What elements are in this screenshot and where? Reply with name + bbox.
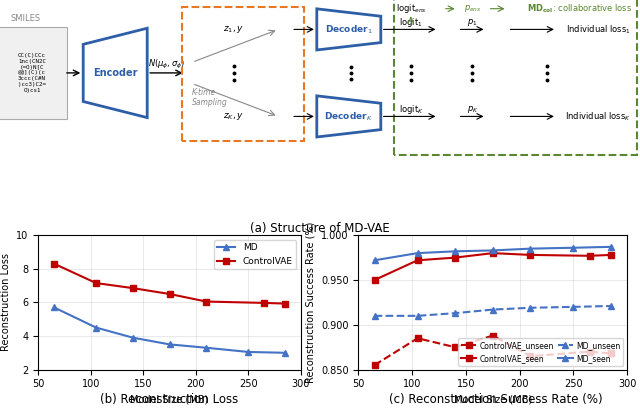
ControlVAE_seen	[586, 253, 593, 258]
MD_unseen	[413, 313, 421, 318]
ControlVAE	[92, 281, 100, 286]
Line: ControlVAE: ControlVAE	[51, 261, 288, 306]
MD	[51, 305, 58, 310]
MD_seen	[451, 249, 459, 254]
ControlVAE_unseen	[527, 354, 534, 359]
MD_unseen	[570, 304, 577, 310]
ControlVAE_unseen	[451, 345, 459, 350]
MD	[281, 350, 289, 355]
ControlVAE_seen	[489, 251, 497, 256]
Text: $p_1$: $p_1$	[467, 17, 477, 28]
MD	[166, 342, 173, 347]
ControlVAE_seen	[527, 252, 534, 257]
ControlVAE_unseen	[607, 351, 615, 356]
Text: (a) Structure of MD-VAE: (a) Structure of MD-VAE	[250, 222, 390, 235]
Text: $p_{ens}$: $p_{ens}$	[463, 3, 481, 14]
MD_seen	[570, 245, 577, 250]
ControlVAE_seen	[607, 252, 615, 257]
MD_seen	[527, 246, 534, 251]
MD_seen	[607, 244, 615, 249]
Text: $p_K$: $p_K$	[467, 104, 478, 115]
MD_unseen	[489, 307, 497, 312]
ControlVAE_unseen	[489, 333, 497, 338]
Text: Individual loss$_1$: Individual loss$_1$	[566, 23, 631, 36]
Text: Decoder$_1$: Decoder$_1$	[325, 23, 372, 36]
X-axis label: Model Size (MB): Model Size (MB)	[131, 395, 209, 405]
Text: K-time
Sampling: K-time Sampling	[192, 88, 228, 107]
MD_unseen	[607, 304, 615, 309]
Text: (c) Reconstruction Success Rate (%): (c) Reconstruction Success Rate (%)	[389, 393, 603, 406]
Text: logit$_{ens}$: logit$_{ens}$	[396, 2, 426, 15]
Legend: MD, ControlVAE: MD, ControlVAE	[214, 240, 296, 270]
MD_seen	[371, 258, 378, 263]
Text: logit$_K$: logit$_K$	[399, 103, 423, 116]
ControlVAE_seen	[451, 255, 459, 260]
Text: Encoder: Encoder	[93, 68, 138, 78]
Text: SMILES: SMILES	[10, 14, 41, 24]
ControlVAE_unseen	[413, 336, 421, 341]
ControlVAE	[166, 291, 173, 297]
Y-axis label: Reconstruction Success Rate (%): Reconstruction Success Rate (%)	[305, 222, 316, 383]
MD_seen	[489, 248, 497, 253]
MD_unseen	[371, 313, 378, 318]
Text: CC(C)CCc
1nc(CN2C
(=O)N[C
@@](C)(c
3ccc(C#N
)cc3)C2=
O)cs1: CC(C)CCc 1nc(CN2C (=O)N[C @@](C)(c 3ccc(…	[18, 53, 46, 93]
Text: $\bf{MD_{dif}}$: different $z$: $\bf{MD_{dif}}$: different $z$	[203, 0, 284, 3]
ControlVAE	[129, 286, 137, 291]
X-axis label: Model Size (MB): Model Size (MB)	[454, 395, 532, 405]
FancyBboxPatch shape	[0, 27, 67, 119]
Y-axis label: Reconstruction Loss: Reconstruction Loss	[1, 253, 11, 352]
Text: Individual loss$_K$: Individual loss$_K$	[565, 110, 632, 123]
ControlVAE_seen	[413, 258, 421, 263]
ControlVAE	[202, 299, 210, 304]
MD_unseen	[451, 311, 459, 316]
Line: MD: MD	[51, 304, 288, 356]
Line: ControlVAE_unseen: ControlVAE_unseen	[372, 333, 614, 368]
ControlVAE	[51, 261, 58, 266]
Line: MD_unseen: MD_unseen	[372, 303, 614, 319]
MD_unseen	[527, 305, 534, 310]
Text: $\bf{MD_{col}}$: collaborative loss: $\bf{MD_{col}}$: collaborative loss	[527, 3, 632, 15]
Line: ControlVAE_seen: ControlVAE_seen	[372, 250, 614, 283]
ControlVAE_unseen	[371, 362, 378, 368]
Line: MD_seen: MD_seen	[372, 244, 614, 263]
MD	[202, 345, 210, 350]
Legend: ControlVAE_unseen, ControlVAE_seen, MD_unseen, MD_seen: ControlVAE_unseen, ControlVAE_seen, MD_u…	[458, 338, 623, 366]
Text: $N(\mu_\phi, \sigma_\phi)$: $N(\mu_\phi, \sigma_\phi)$	[148, 58, 185, 71]
ControlVAE_unseen	[586, 349, 593, 354]
MD	[244, 349, 252, 354]
Text: logit$_1$: logit$_1$	[399, 16, 422, 29]
MD_seen	[413, 251, 421, 256]
Text: $z_K, y$: $z_K, y$	[223, 111, 244, 122]
ControlVAE	[281, 301, 289, 306]
Text: Decoder$_K$: Decoder$_K$	[324, 110, 373, 123]
MD	[92, 325, 100, 330]
Text: $z_1, y$: $z_1, y$	[223, 24, 244, 35]
Text: (b) Reconstruction Loss: (b) Reconstruction Loss	[100, 393, 239, 406]
ControlVAE	[260, 300, 268, 305]
MD	[129, 335, 137, 340]
ControlVAE_seen	[371, 278, 378, 283]
